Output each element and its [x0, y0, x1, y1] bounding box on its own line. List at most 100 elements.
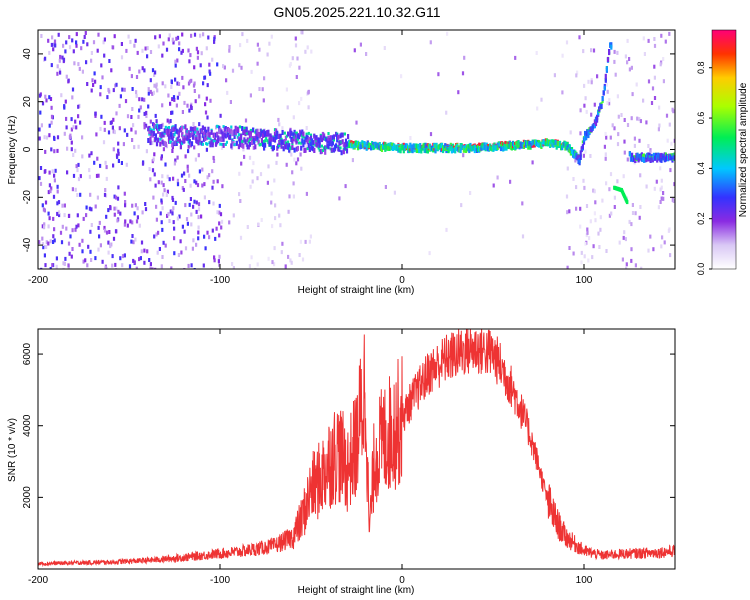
heatmap-cell	[277, 117, 280, 122]
heatmap-cell	[186, 168, 189, 173]
heatmap-cell	[291, 56, 294, 61]
heatmap-cell	[62, 261, 65, 266]
heatmap-cell	[197, 215, 200, 220]
heatmap-cell	[240, 161, 243, 166]
heatmap-cell	[263, 76, 266, 81]
heatmap-cell	[184, 179, 187, 183]
heatmap-cell	[594, 121, 598, 127]
heatmap-cell	[103, 120, 106, 125]
heatmap-cell	[578, 160, 581, 166]
heatmap-cell	[60, 240, 64, 245]
heatmap-cell	[193, 179, 196, 184]
colorbar-tick-label: 0.2	[696, 212, 706, 225]
heatmap-cell	[290, 152, 293, 157]
heatmap-cell	[192, 122, 195, 126]
heatmap-cell	[252, 161, 255, 166]
heatmap-cell	[158, 34, 161, 39]
heatmap-cell	[536, 106, 539, 111]
heatmap-cell	[139, 105, 142, 110]
heatmap-cell	[287, 140, 290, 144]
heatmap-cell	[162, 41, 165, 46]
heatmap-cell	[174, 63, 177, 68]
heatmap-cell	[136, 215, 139, 220]
heatmap-cell	[157, 44, 160, 49]
heatmap-cell	[567, 144, 570, 150]
heatmap-cell	[170, 85, 173, 89]
heatmap-cell	[141, 210, 144, 215]
heatmap-cell	[154, 183, 157, 188]
heatmap-cell	[123, 253, 126, 258]
heatmap-cell	[266, 139, 269, 143]
heatmap-cell	[125, 48, 128, 53]
heatmap-cell	[286, 105, 289, 110]
heatmap-cell	[214, 236, 217, 241]
heatmap-cell	[621, 257, 624, 262]
heatmap-cell	[71, 87, 75, 92]
heatmap-cell	[96, 48, 99, 53]
heatmap-cell	[90, 58, 93, 63]
heatmap-cell	[514, 141, 517, 145]
heatmap-cell	[103, 228, 107, 233]
heatmap-cell	[164, 84, 167, 89]
heatmap-cell	[565, 194, 569, 199]
heatmap-cell	[154, 35, 157, 40]
heatmap-cell	[229, 134, 232, 140]
heatmap-cell	[655, 179, 658, 184]
x-tick-label: -200	[28, 275, 48, 286]
heatmap-cell	[57, 210, 61, 215]
heatmap-cell	[52, 47, 55, 52]
heatmap-cell	[617, 132, 620, 137]
heatmap-cell	[127, 34, 130, 39]
heatmap-cell	[653, 96, 657, 100]
heatmap-cell	[129, 39, 132, 44]
heatmap-cell	[543, 140, 546, 146]
heatmap-cell	[300, 96, 303, 101]
heatmap-cell	[160, 220, 163, 225]
heatmap-cell	[43, 253, 46, 258]
heatmap-cell	[302, 142, 305, 148]
heatmap-cell	[89, 249, 92, 254]
heatmap-cell	[77, 62, 80, 67]
heatmap-cell	[43, 222, 46, 227]
heatmap-cell	[173, 97, 176, 102]
heatmap-cell	[82, 216, 85, 221]
heatmap-cell	[213, 39, 216, 44]
heatmap-cell	[205, 147, 208, 152]
heatmap-cell	[450, 148, 453, 154]
heatmap-cell	[275, 160, 278, 165]
heatmap-cell	[43, 135, 46, 140]
heatmap-cell	[300, 166, 303, 171]
heatmap-cell	[309, 133, 313, 137]
heatmap-cell	[99, 85, 102, 90]
heatmap-cell	[202, 81, 205, 86]
heatmap-cell	[630, 258, 633, 263]
heatmap-cell	[304, 239, 307, 244]
heatmap-cell	[196, 50, 200, 55]
heatmap-cell	[608, 187, 611, 192]
heatmap-cell	[305, 132, 308, 136]
heatmap-cell	[264, 139, 267, 143]
heatmap-cell	[53, 227, 56, 232]
heatmap-cell	[101, 259, 104, 264]
snr-frame	[37, 328, 676, 570]
heatmap-cell	[146, 249, 149, 254]
heatmap-cell	[575, 206, 578, 211]
heatmap-cell	[278, 122, 281, 127]
snr-series-line	[38, 329, 675, 568]
heatmap-cell	[587, 133, 590, 139]
heatmap-cell	[216, 210, 219, 215]
heatmap-cell	[105, 214, 108, 219]
heatmap-cell	[197, 236, 200, 241]
heatmap-cell	[47, 241, 50, 246]
colorbar-tick-label: 0.6	[696, 112, 706, 125]
y-tick-label: 4000	[22, 414, 33, 437]
heatmap-cell	[565, 40, 569, 45]
heatmap-cell	[188, 108, 191, 113]
heatmap-cell	[63, 213, 66, 218]
heatmap-cell	[309, 135, 313, 141]
heatmap-cell	[257, 139, 260, 145]
heatmap-cell	[71, 187, 74, 192]
heatmap-cell	[254, 130, 257, 134]
heatmap-cell	[622, 174, 625, 179]
heatmap-cell	[669, 168, 672, 173]
